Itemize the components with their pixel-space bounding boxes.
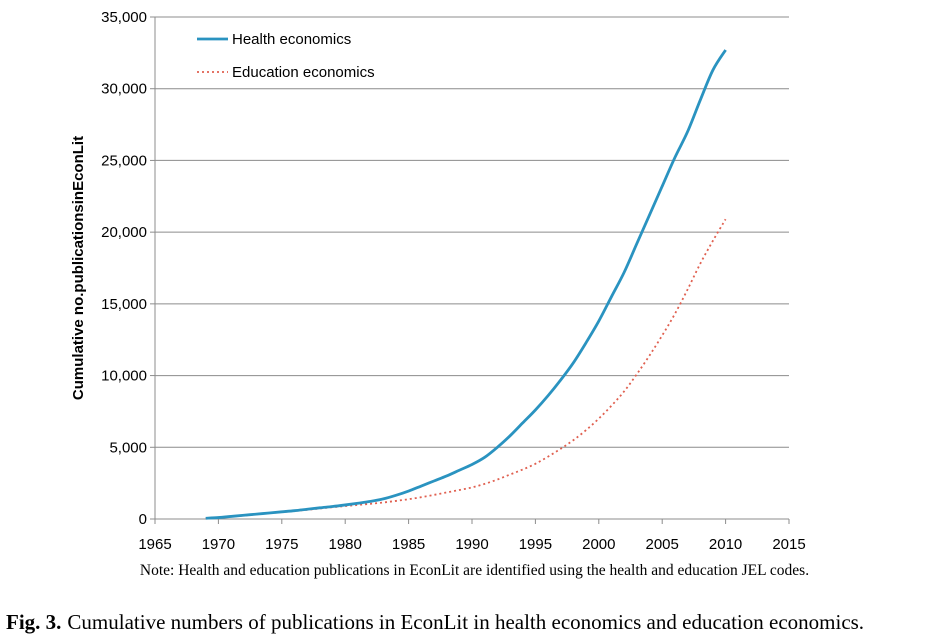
y-tick-label: 25,000 (101, 152, 147, 169)
figure-caption: Fig. 3. Cumulative numbers of publication… (6, 610, 864, 635)
tick-labels: 0 5,000 10,000 15,000 20,000 25,000 30,000 35,0… (101, 9, 806, 553)
legend-label-health-economics: Health economics (232, 31, 351, 48)
y-tick-label: 0 (139, 511, 147, 528)
x-tick-label: 1980 (329, 536, 362, 553)
x-tick-label: 2015 (772, 536, 805, 553)
x-tick-label: 1975 (265, 536, 298, 553)
x-tick-label: 1990 (455, 536, 488, 553)
y-tick-label: 15,000 (101, 296, 147, 313)
gridlines (155, 16, 789, 448)
legend-label-education-economics: Education economics (232, 64, 375, 81)
health-economics-series-line (205, 49, 727, 520)
x-tick-label: 1985 (392, 536, 425, 553)
y-tick-label: 30,000 (101, 81, 147, 98)
y-tick-label: 35,000 (101, 9, 147, 26)
x-tick-label: 1965 (138, 536, 171, 553)
y-axis-title: Cumulative no.publicationsinEconLit (70, 136, 87, 400)
x-tick-label: 1970 (202, 536, 235, 553)
y-tick-label: 20,000 (101, 224, 147, 241)
x-tick-label: 2010 (709, 536, 742, 553)
y-tick-label: 5,000 (109, 439, 147, 456)
x-tick-label: 1995 (519, 536, 552, 553)
figure-label: Fig. 3. (6, 610, 62, 634)
line-chart: 0 5,000 10,000 15,000 20,000 25,000 30,000 35,0… (70, 9, 806, 553)
legend: Health economics Education economics (197, 31, 375, 81)
series-lines (205, 49, 727, 520)
x-tick-label: 2005 (646, 536, 679, 553)
education-economics-series-line (205, 218, 727, 520)
y-tick-label: 10,000 (101, 368, 147, 385)
caption-text: Cumulative numbers of publications in Ec… (67, 610, 865, 634)
axes (150, 16, 790, 524)
figure-note: Note: Health and education publications … (139, 562, 810, 579)
x-tick-label: 2000 (582, 536, 615, 553)
